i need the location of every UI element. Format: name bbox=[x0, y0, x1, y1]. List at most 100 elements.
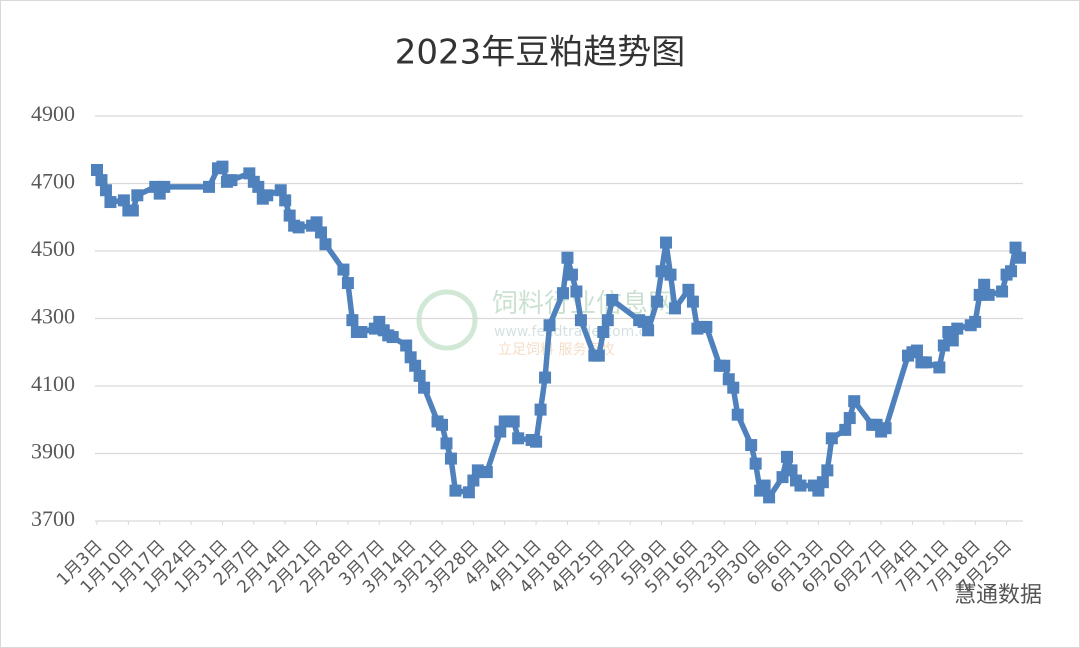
marker bbox=[440, 437, 453, 450]
marker bbox=[951, 322, 964, 335]
marker bbox=[413, 369, 426, 382]
marker bbox=[642, 324, 655, 337]
marker bbox=[462, 486, 475, 499]
marker bbox=[606, 293, 619, 306]
marker bbox=[480, 466, 493, 479]
marker bbox=[910, 344, 923, 357]
marker bbox=[565, 268, 578, 281]
y-tick-label: 3900 bbox=[31, 439, 75, 464]
marker bbox=[570, 285, 583, 298]
y-tick-label: 4900 bbox=[31, 101, 75, 126]
y-tick-label: 4300 bbox=[31, 304, 75, 329]
marker bbox=[682, 283, 695, 296]
marker bbox=[686, 295, 699, 308]
marker bbox=[1005, 265, 1018, 278]
marker bbox=[763, 491, 776, 504]
marker bbox=[126, 204, 139, 217]
marker bbox=[821, 464, 834, 477]
marker bbox=[825, 432, 838, 445]
marker bbox=[660, 236, 673, 249]
marker bbox=[436, 418, 449, 431]
marker bbox=[530, 435, 543, 448]
marker bbox=[543, 319, 556, 332]
watermark-url: www.feedtrade.com.cn bbox=[494, 324, 655, 340]
marker bbox=[668, 302, 681, 315]
marker bbox=[597, 326, 610, 338]
marker bbox=[601, 314, 614, 327]
marker bbox=[848, 395, 861, 408]
marker bbox=[816, 476, 829, 489]
series bbox=[91, 160, 1026, 504]
marker bbox=[982, 288, 995, 301]
marker bbox=[400, 339, 413, 352]
y-tick-label: 3700 bbox=[31, 506, 75, 531]
marker bbox=[933, 361, 946, 374]
marker bbox=[727, 381, 740, 394]
marker bbox=[409, 359, 422, 372]
marker bbox=[574, 314, 587, 327]
marker bbox=[104, 196, 117, 209]
marker bbox=[839, 423, 852, 436]
marker bbox=[494, 425, 507, 438]
watermark-slogan: 立足饲料 服务畜牧 bbox=[498, 342, 614, 358]
marker bbox=[969, 315, 982, 328]
marker bbox=[283, 209, 296, 222]
marker bbox=[996, 285, 1009, 298]
marker bbox=[418, 381, 431, 394]
watermark-logo bbox=[416, 289, 478, 351]
marker bbox=[758, 479, 771, 492]
marker bbox=[225, 174, 238, 187]
marker bbox=[700, 320, 713, 333]
marker bbox=[749, 457, 762, 470]
marker bbox=[843, 412, 856, 425]
marker bbox=[279, 194, 292, 207]
marker bbox=[346, 314, 359, 327]
marker bbox=[785, 464, 798, 477]
watermark-text: 饲料行业信息网 bbox=[492, 289, 674, 319]
marker bbox=[946, 334, 959, 347]
marker bbox=[310, 216, 323, 229]
marker bbox=[274, 184, 287, 197]
marker bbox=[664, 268, 677, 281]
marker bbox=[131, 189, 144, 202]
marker bbox=[731, 408, 744, 421]
marker bbox=[512, 432, 525, 445]
marker bbox=[91, 164, 103, 176]
watermark: 饲料行业信息网 www.feedtrade.com.cn 立足饲料 服务畜牧 bbox=[416, 289, 674, 358]
marker bbox=[99, 184, 112, 197]
marker bbox=[117, 194, 130, 207]
marker bbox=[507, 415, 520, 428]
marker bbox=[794, 479, 807, 492]
marker bbox=[745, 439, 758, 452]
marker bbox=[315, 226, 328, 239]
marker bbox=[534, 403, 547, 416]
marker bbox=[292, 221, 305, 234]
marker bbox=[879, 422, 892, 435]
marker bbox=[1009, 241, 1022, 254]
marker bbox=[556, 287, 569, 300]
marker bbox=[355, 326, 368, 338]
marker bbox=[919, 356, 932, 369]
marker bbox=[718, 359, 731, 372]
marker bbox=[261, 189, 274, 202]
marker bbox=[319, 238, 332, 251]
marker bbox=[592, 349, 605, 362]
marker bbox=[1014, 251, 1026, 264]
marker bbox=[337, 263, 350, 276]
marker bbox=[449, 484, 462, 497]
y-tick-label: 4700 bbox=[31, 169, 75, 194]
y-tick-label: 4100 bbox=[31, 371, 75, 396]
y-tick-label: 4500 bbox=[31, 236, 75, 261]
marker bbox=[216, 160, 229, 173]
marker bbox=[203, 180, 216, 193]
marker bbox=[386, 331, 399, 344]
marker bbox=[539, 371, 552, 384]
marker bbox=[781, 450, 794, 463]
marker bbox=[561, 251, 574, 264]
marker bbox=[158, 180, 171, 193]
marker bbox=[341, 277, 354, 290]
marker bbox=[95, 174, 108, 187]
marker bbox=[978, 278, 991, 291]
